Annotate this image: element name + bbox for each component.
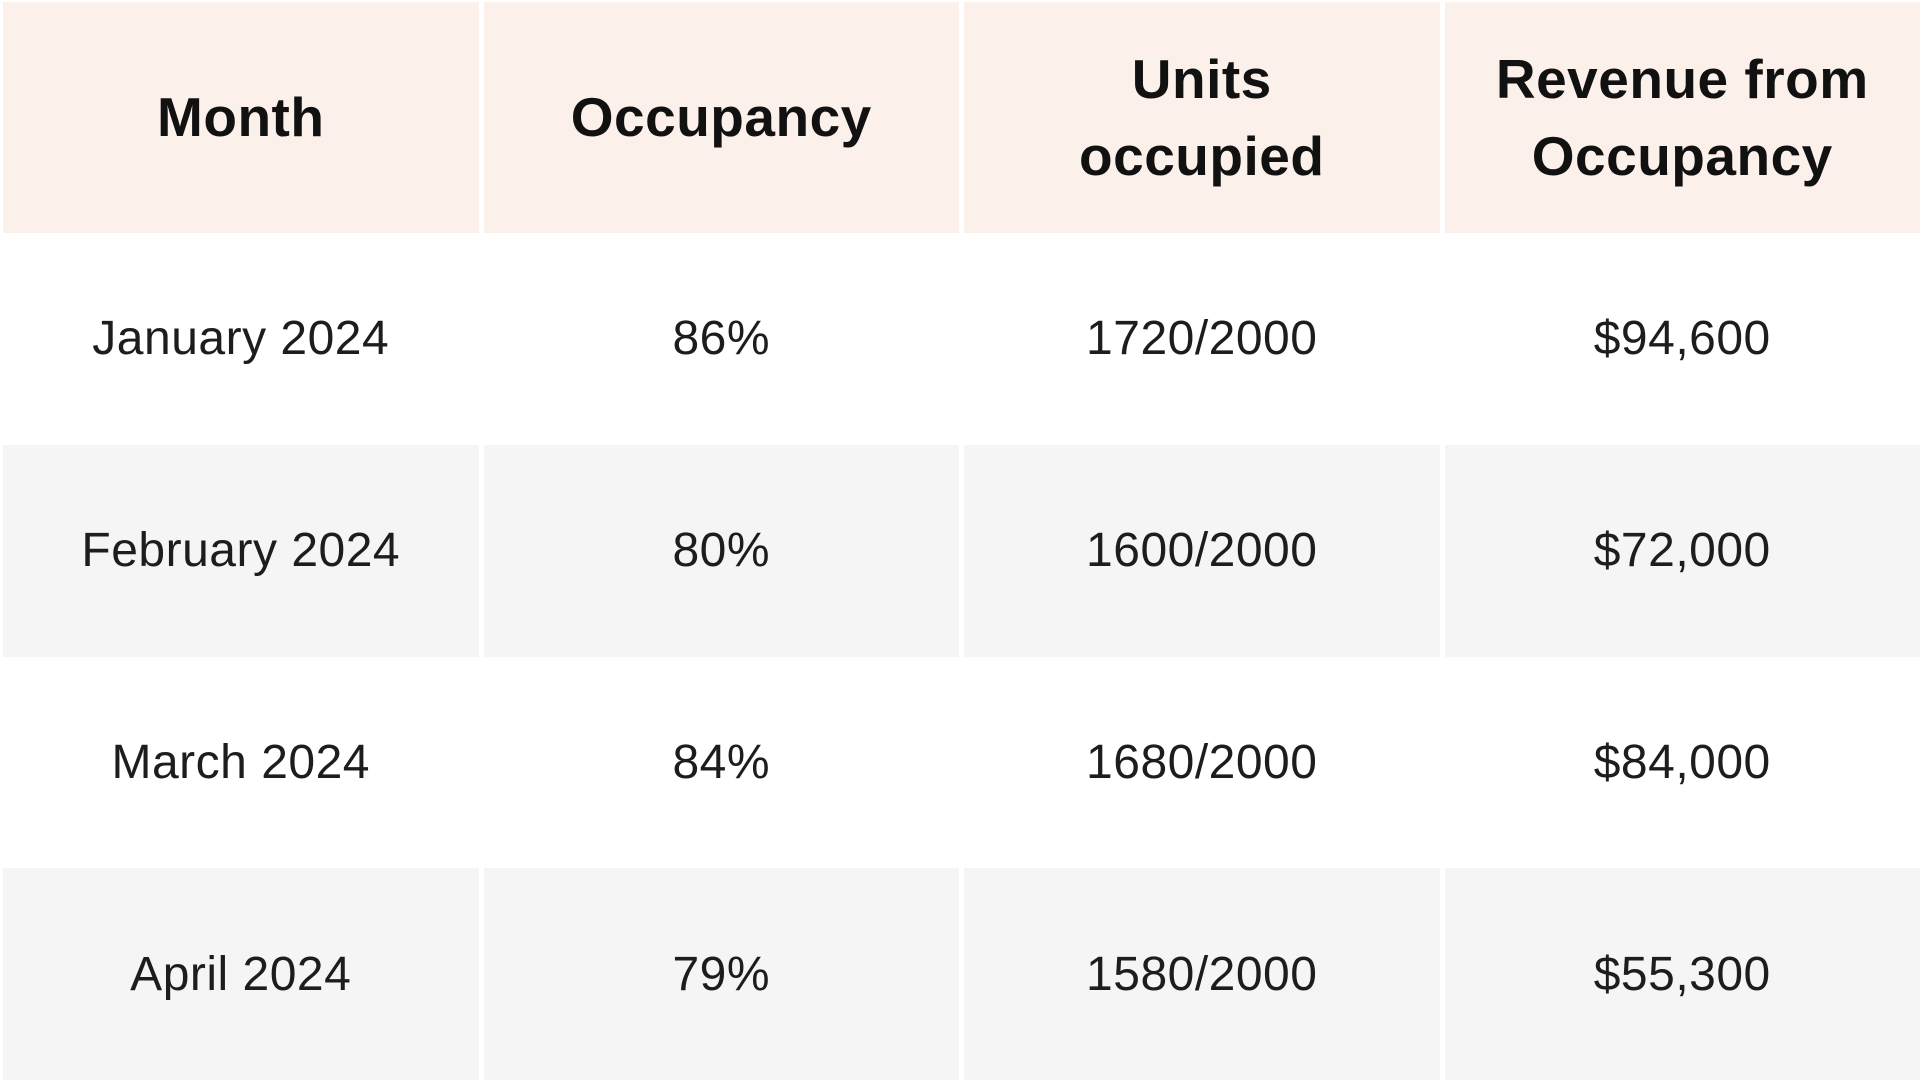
cell-row1-month: January 2024 [3,233,479,445]
cell-row4-revenue: $55,300 [1444,868,1920,1080]
cell-row3-revenue: $84,000 [1444,656,1920,869]
cell-row1-units: 1720/2000 [964,233,1440,445]
header-cell-units-occupied: Units occupied [964,2,1440,233]
cell-row2-units: 1600/2000 [964,444,1440,657]
header-cell-revenue-from-occupancy: Revenue from Occupancy [1444,2,1920,233]
cell-row2-occupancy: 80% [483,444,959,657]
cell-row4-units: 1580/2000 [964,868,1440,1080]
cell-row3-units: 1680/2000 [964,656,1440,869]
cell-row3-occupancy: 84% [483,656,959,869]
cell-row1-revenue: $94,600 [1444,233,1920,445]
cell-row2-month: February 2024 [3,444,479,657]
cell-row4-occupancy: 79% [483,868,959,1080]
header-cell-month: Month [3,2,479,233]
header-cell-occupancy: Occupancy [483,2,959,233]
cell-row3-month: March 2024 [3,656,479,869]
cell-row2-revenue: $72,000 [1444,444,1920,657]
cell-row1-occupancy: 86% [483,233,959,445]
cell-row4-month: April 2024 [3,868,479,1080]
occupancy-table: Month Occupancy Units occupied Revenue f… [3,2,1920,1080]
